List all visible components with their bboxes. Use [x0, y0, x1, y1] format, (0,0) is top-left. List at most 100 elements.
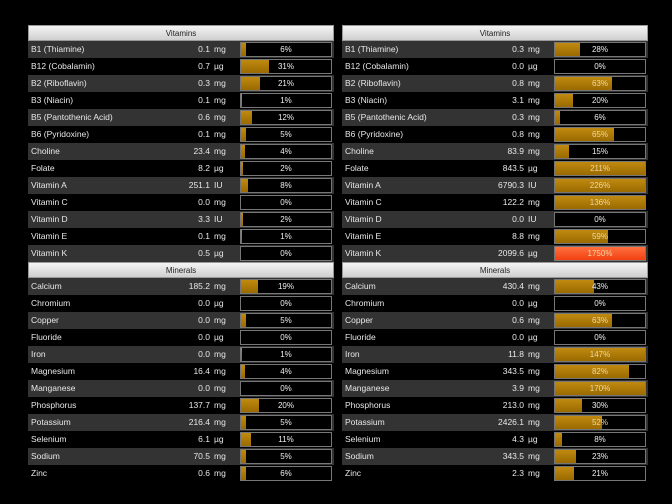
daily-value-bar: 52% [554, 415, 646, 430]
daily-value-percent: 11% [278, 435, 294, 444]
daily-value-bar: 136% [554, 195, 646, 210]
daily-value-percent: 23% [591, 452, 608, 461]
daily-value-bar: 8% [554, 432, 646, 447]
nutrient-amount: 213.0 [502, 400, 524, 410]
nutrient-row: B3 (Niacin) 3.1 mg 20% [342, 92, 648, 109]
daily-value-bar: 4% [240, 144, 332, 159]
nutrient-name: B3 (Niacin) [345, 95, 388, 105]
daily-value-percent: 0% [280, 249, 292, 258]
nutrient-amount: 70.5 [193, 451, 210, 461]
nutrient-unit: IU [214, 214, 223, 224]
daily-value-percent: 5% [280, 452, 292, 461]
daily-value-bar: 1% [240, 347, 332, 362]
nutrient-unit: mg [528, 400, 540, 410]
daily-value-percent: 28% [591, 45, 608, 54]
nutrient-amount: 83.9 [507, 146, 524, 156]
nutrient-amount: 843.5 [502, 163, 524, 173]
daily-value-fill [555, 450, 576, 463]
nutrient-row: Sodium 70.5 mg 5% [28, 448, 334, 465]
nutrient-name: Iron [345, 349, 360, 359]
nutrient-row: Vitamin K 0.5 µg 0% [28, 245, 334, 262]
nutrient-unit: µg [214, 434, 224, 444]
nutrient-unit: µg [214, 298, 224, 308]
nutrient-row: Folate 8.2 µg 2% [28, 160, 334, 177]
nutrient-amount: 0.1 [198, 231, 210, 241]
nutrient-name: Copper [31, 315, 59, 325]
nutrient-row: Fluoride 0.0 µg 0% [28, 329, 334, 346]
nutrient-name: Potassium [31, 417, 71, 427]
nutrient-amount: 0.0 [512, 61, 524, 71]
section-header-vitamins: Vitamins [28, 25, 334, 41]
nutrient-name: Vitamin E [345, 231, 382, 241]
nutrient-row: Vitamin D 0.0 IU 0% [342, 211, 648, 228]
section-header-minerals: Minerals [342, 262, 648, 278]
daily-value-bar: 5% [240, 313, 332, 328]
nutrient-amount: 0.6 [512, 315, 524, 325]
daily-value-fill [241, 433, 251, 446]
nutrient-row: B2 (Riboflavin) 0.3 mg 21% [28, 75, 334, 92]
nutrient-amount: 6790.3 [498, 180, 524, 190]
nutrient-unit: µg [528, 61, 538, 71]
nutrient-amount: 23.4 [193, 146, 210, 156]
daily-value-percent: 1750% [587, 249, 613, 258]
nutrient-amount: 4.3 [512, 434, 524, 444]
daily-value-percent: 136% [589, 198, 611, 207]
nutrient-name: Zinc [31, 468, 48, 478]
nutrient-unit: mg [528, 468, 540, 478]
daily-value-percent: 6% [280, 469, 292, 478]
nutrient-unit: mg [214, 315, 226, 325]
nutrient-name: B12 (Cobalamin) [345, 61, 409, 71]
nutrient-name: B2 (Riboflavin) [31, 78, 87, 88]
nutrient-unit: µg [528, 163, 538, 173]
daily-value-fill [241, 111, 252, 124]
nutrient-row: Choline 23.4 mg 4% [28, 143, 334, 160]
daily-value-percent: 52% [591, 418, 608, 427]
nutrient-name: Manganese [345, 383, 390, 393]
daily-value-fill [241, 60, 269, 73]
nutrient-amount: 0.0 [198, 298, 210, 308]
daily-value-percent: 5% [280, 418, 292, 427]
daily-value-fill [555, 111, 561, 124]
nutrient-name: Vitamin C [345, 197, 382, 207]
daily-value-percent: 21% [277, 79, 294, 88]
daily-value-bar: 6% [240, 466, 332, 481]
nutrient-name: Iron [31, 349, 46, 359]
nutrient-row: B6 (Pyridoxine) 0.1 mg 5% [28, 126, 334, 143]
nutrient-name: Calcium [345, 281, 376, 291]
nutrient-row: Potassium 216.4 mg 5% [28, 414, 334, 431]
daily-value-fill [555, 348, 645, 361]
daily-value-percent: 2% [280, 215, 292, 224]
nutrient-row: Vitamin E 8.8 mg 59% [342, 228, 648, 245]
daily-value-fill [555, 433, 563, 446]
nutrient-panel-right: Vitamins B1 (Thiamine) 0.3 mg 28% B12 (Cobala… [342, 25, 648, 482]
nutrient-amount: 3.9 [512, 383, 524, 393]
nutrient-amount: 16.4 [193, 366, 210, 376]
daily-value-fill [555, 247, 645, 260]
daily-value-percent: 2% [280, 164, 292, 173]
nutrient-unit: mg [528, 146, 540, 156]
nutrient-unit: mg [528, 129, 540, 139]
daily-value-percent: 147% [589, 350, 611, 359]
daily-value-fill [555, 280, 594, 293]
nutrient-amount: 0.0 [198, 197, 210, 207]
daily-value-percent: 211% [590, 164, 610, 173]
nutrient-name: Choline [31, 146, 60, 156]
nutrient-unit: mg [214, 197, 226, 207]
daily-value-fill [241, 179, 249, 192]
daily-value-bar: 20% [554, 93, 646, 108]
nutrient-name: B2 (Riboflavin) [345, 78, 401, 88]
daily-value-fill [555, 94, 573, 107]
nutrient-row: Magnesium 16.4 mg 4% [28, 363, 334, 380]
daily-value-fill [555, 416, 602, 429]
daily-value-percent: 1% [280, 350, 292, 359]
nutrient-name: Folate [31, 163, 55, 173]
daily-value-fill [241, 145, 245, 158]
nutrient-name: Potassium [345, 417, 385, 427]
nutrient-unit: mg [528, 112, 540, 122]
nutrient-name: Sodium [345, 451, 374, 461]
nutrient-unit: µg [214, 163, 224, 173]
nutrient-row: Vitamin E 0.1 mg 1% [28, 228, 334, 245]
nutrient-amount: 0.5 [198, 248, 210, 258]
nutrient-name: Vitamin D [31, 214, 68, 224]
nutrient-row: Vitamin D 3.3 IU 2% [28, 211, 334, 228]
